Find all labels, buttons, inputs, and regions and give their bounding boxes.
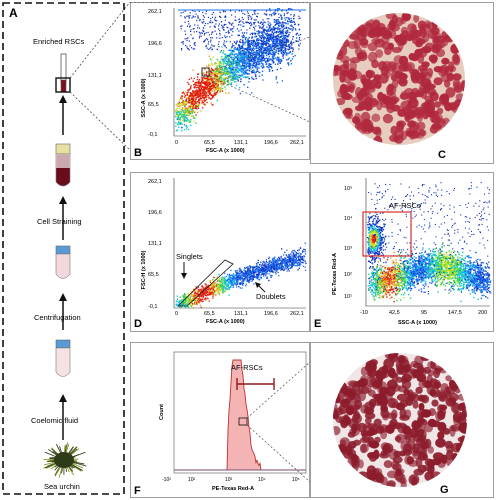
f-xtick-4: 10⁵ — [292, 477, 300, 483]
doublets-label: Doublets — [256, 292, 286, 301]
e-xlabel: SSC-A (x 1000) — [398, 320, 437, 326]
d-xtick-3: 196,6 — [264, 311, 278, 317]
panel-c-letter: C — [438, 149, 446, 161]
f-xtick-0: -10² — [162, 477, 171, 483]
f-xtick-1: 10² — [188, 477, 196, 483]
d-ytick-4: -0,1 — [148, 304, 157, 310]
step-enriched-rscs: Enriched RSCs — [33, 37, 85, 46]
panel-e-letter: E — [314, 318, 321, 330]
small-tube-icon — [55, 53, 71, 93]
b-xtick-3: 196,6 — [264, 140, 278, 146]
panel-g: G — [310, 342, 494, 498]
scatter-plot-d — [173, 178, 307, 309]
step-cell-straining: Cell Straining — [37, 217, 82, 226]
strainer-tube-icon — [55, 143, 71, 187]
arrow-up-icon — [59, 293, 67, 301]
panel-a: A Enriched RSCs Cell Straining Centrifug… — [0, 0, 130, 500]
panel-e-svg: AF-RSCs PE-Texas Red-A 10⁵ 10⁴ 10³ 10² 1… — [310, 172, 494, 332]
e-xtick-1: 42,5 — [389, 310, 400, 316]
arrow-up-icon — [59, 95, 67, 103]
panel-f-letter: F — [134, 485, 141, 497]
b-ytick-0: 262,1 — [148, 9, 162, 15]
panel-a-letter: A — [9, 6, 18, 20]
panel-d: FSC-H (x 1000) 262,1 196,6 131,1 65,5 -0… — [130, 172, 310, 332]
b-xtick-4: 262,1 — [290, 140, 304, 146]
e-gate-label: AF-RSCs — [389, 201, 421, 210]
d-xtick-4: 262,1 — [290, 311, 304, 317]
d-ytick-0: 262,1 — [148, 179, 162, 185]
e-xtick-2: 95 — [421, 310, 427, 316]
e-ylabel: PE-Texas Red-A — [332, 253, 338, 295]
panel-a-dashed-frame — [2, 2, 125, 495]
d-xtick-0: 0 — [175, 311, 178, 317]
e-ytick-4: 10¹ — [344, 294, 352, 300]
d-ytick-1: 196,6 — [148, 210, 162, 216]
step-centrifugation: Centrifugation — [34, 313, 81, 322]
b-xlabel: FSC-A (x 1000) — [206, 148, 245, 154]
e-xtick-0: -10 — [360, 310, 368, 316]
b-xtick-1: 65,5 — [204, 140, 215, 146]
f-xtick-3: 10⁴ — [258, 477, 266, 483]
b-xtick-0: 0 — [175, 140, 178, 146]
d-xlabel: FSC-A (x 1000) — [206, 319, 245, 325]
panel-c: C — [310, 2, 494, 164]
d-ytick-2: 131,1 — [148, 241, 162, 247]
e-ytick-3: 10² — [344, 272, 352, 278]
f-xlabel: PE-Texas Red-A — [212, 486, 254, 492]
e-ytick-1: 10⁴ — [344, 215, 353, 222]
d-ytick-3: 65,5 — [148, 272, 159, 278]
e-xtick-3: 147,5 — [448, 310, 462, 316]
step-coelomic-fluid: Coelomic fluid — [31, 416, 78, 425]
d-xtick-2: 131,1 — [234, 311, 248, 317]
step-sea-urchin: Sea urchin — [44, 482, 80, 491]
arrow-icon — [255, 282, 261, 288]
centrifuge-tube-icon — [55, 245, 71, 279]
panel-b-letter: B — [134, 147, 142, 159]
f-xtick-2: 10³ — [225, 477, 233, 483]
e-xtick-4: 200 — [478, 310, 487, 316]
f-gate-label: AF-RSCs — [231, 363, 263, 372]
arrow-down-icon — [181, 273, 187, 279]
b-xtick-2: 131,1 — [234, 140, 248, 146]
panel-a-svg: A Enriched RSCs Cell Straining Centrifug… — [2, 1, 130, 495]
panel-f: AF-RSCs Count -10² 10² 10³ 10⁴ 10⁵ PE-Te… — [130, 342, 310, 498]
panel-g-svg: G — [310, 342, 494, 498]
singlets-gate — [177, 259, 234, 307]
af-rscs-gate — [362, 211, 412, 257]
b-ylabel: SSC-A (x 1000) — [141, 78, 147, 117]
arrow-up-icon — [59, 394, 67, 402]
b-ytick-2: 131,1 — [148, 73, 162, 79]
panel-d-letter: D — [134, 318, 142, 330]
panel-g-letter: G — [440, 484, 449, 496]
b-ytick-1: 196,6 — [148, 41, 162, 47]
arrow-up-icon — [59, 196, 67, 204]
panel-f-svg: AF-RSCs Count -10² 10² 10³ 10⁴ 10⁵ PE-Te… — [130, 342, 310, 498]
e-ytick-2: 10³ — [344, 246, 352, 252]
sea-urchin-icon — [43, 442, 87, 478]
panel-e: AF-RSCs PE-Texas Red-A 10⁵ 10⁴ 10³ 10² 1… — [310, 172, 494, 332]
panel-d-svg: FSC-H (x 1000) 262,1 196,6 131,1 65,5 -0… — [130, 172, 310, 332]
coelomic-tube-icon — [55, 339, 71, 377]
singlets-label: Singlets — [176, 252, 203, 261]
f-ylabel: Count — [159, 404, 165, 420]
panel-b-svg: SSC-A (x 1000) 262,1 196,6 131,1 65,5 -0… — [130, 2, 310, 160]
d-ylabel: FSC-H (x 1000) — [141, 250, 147, 289]
scatter-plot-e — [365, 178, 492, 307]
b-ytick-4: -0,1 — [148, 132, 157, 138]
panel-c-svg: C — [310, 2, 494, 164]
b-ytick-3: 65,5 — [148, 102, 159, 108]
gate-box — [238, 417, 248, 426]
panel-b: SSC-A (x 1000) 262,1 196,6 131,1 65,5 -0… — [130, 2, 310, 160]
e-ytick-0: 10⁵ — [344, 185, 352, 192]
d-xtick-1: 65,5 — [204, 311, 215, 317]
